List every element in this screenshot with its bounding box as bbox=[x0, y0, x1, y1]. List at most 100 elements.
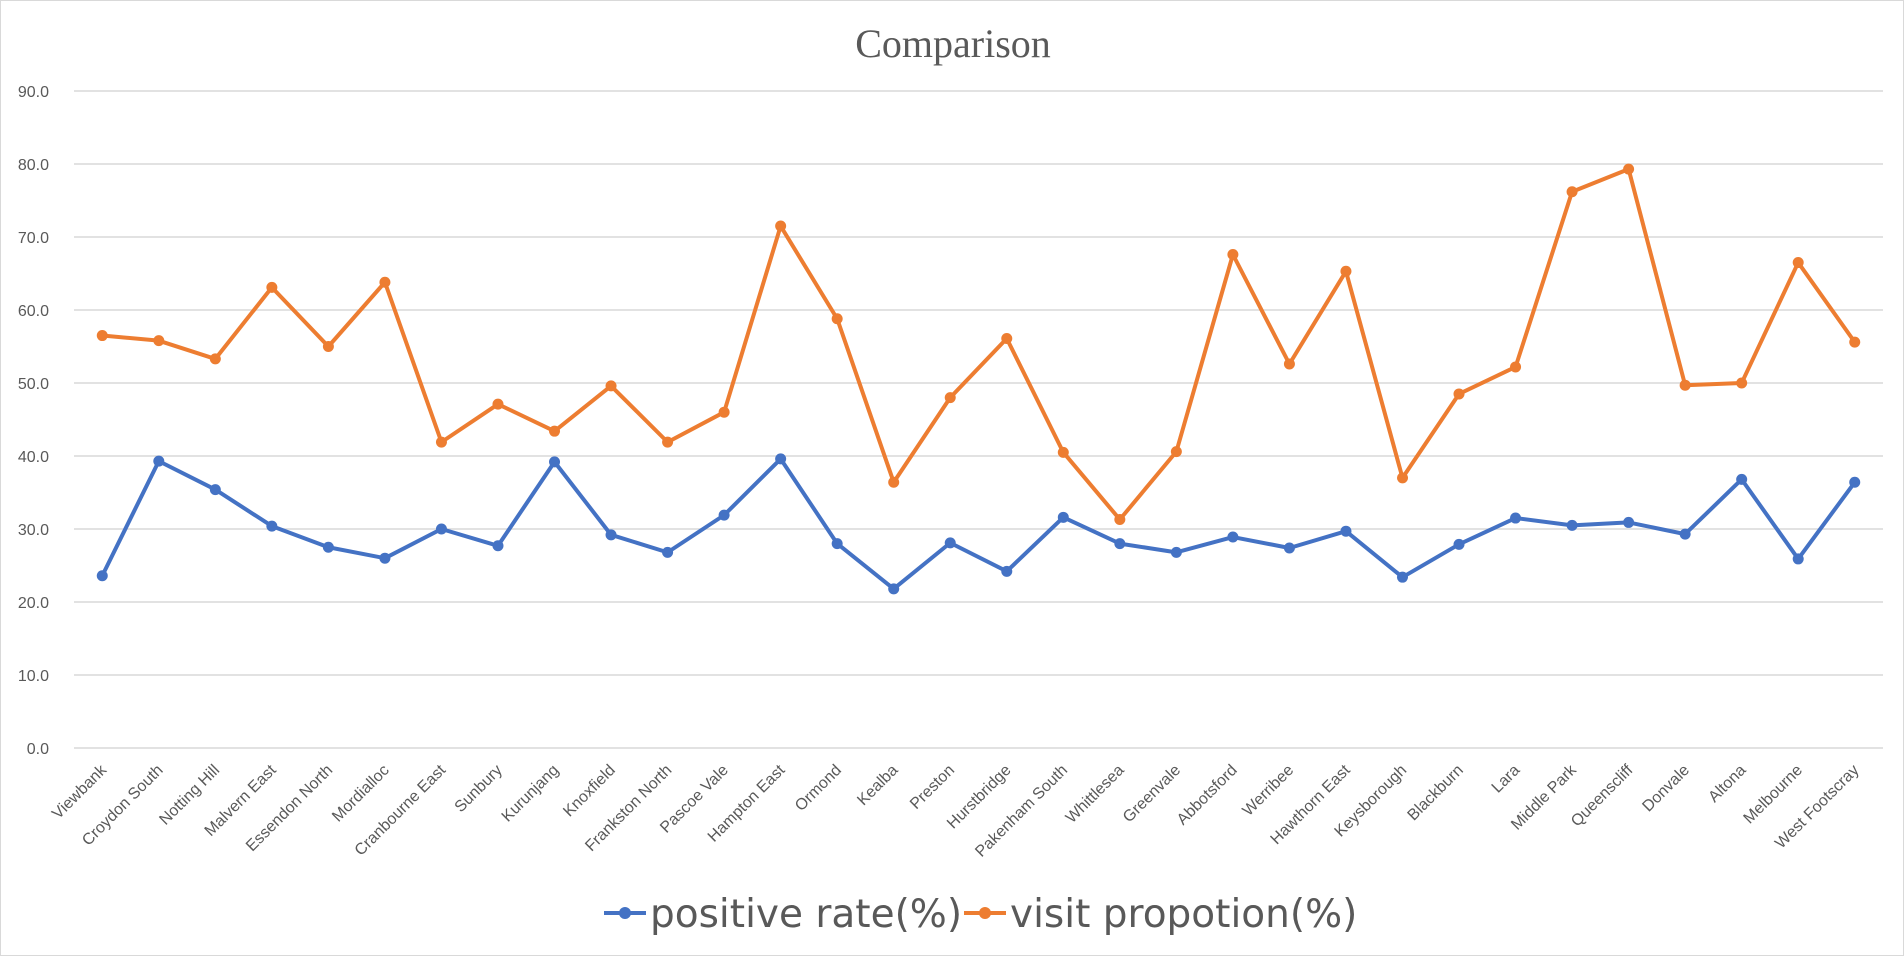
data-point bbox=[888, 583, 900, 595]
x-tick-label: Ormond bbox=[792, 762, 845, 815]
y-tick-label: 40.0 bbox=[18, 449, 49, 466]
x-tick-label: Viewbank bbox=[49, 761, 111, 823]
data-point bbox=[718, 509, 730, 521]
chart-title: Comparison bbox=[855, 21, 1051, 66]
data-point bbox=[492, 540, 504, 552]
data-point bbox=[831, 313, 843, 325]
data-point bbox=[209, 484, 221, 496]
y-tick-label: 10.0 bbox=[18, 668, 49, 685]
data-point bbox=[944, 392, 956, 404]
data-point bbox=[888, 476, 900, 488]
x-tick-label: Lara bbox=[1489, 762, 1524, 797]
data-point bbox=[1623, 163, 1635, 175]
data-point bbox=[549, 456, 561, 468]
data-point bbox=[1566, 186, 1578, 198]
x-tick-label: Werribee bbox=[1240, 762, 1298, 820]
data-point bbox=[775, 453, 787, 465]
data-point bbox=[1114, 514, 1126, 526]
x-tick-label: Preston bbox=[907, 762, 958, 813]
x-tick-label: Donvale bbox=[1639, 762, 1693, 816]
y-tick-label: 50.0 bbox=[18, 376, 49, 393]
x-tick-label: Knoxfield bbox=[560, 762, 619, 821]
y-tick-label: 70.0 bbox=[18, 230, 49, 247]
legend-item: positive rate(%) bbox=[604, 892, 962, 937]
data-point bbox=[266, 520, 278, 532]
data-point bbox=[492, 398, 504, 410]
x-tick-label: Altona bbox=[1705, 762, 1749, 806]
x-tick-label: Blackburn bbox=[1405, 762, 1467, 824]
data-point bbox=[1227, 249, 1239, 261]
y-tick-label: 0.0 bbox=[27, 741, 49, 758]
data-point bbox=[266, 281, 278, 293]
data-point bbox=[1227, 531, 1239, 543]
data-point bbox=[1283, 358, 1295, 370]
data-point bbox=[379, 552, 391, 564]
data-point bbox=[435, 436, 447, 448]
data-point bbox=[1510, 512, 1522, 524]
data-point bbox=[1453, 538, 1465, 550]
data-point bbox=[1340, 525, 1352, 537]
data-point bbox=[662, 436, 674, 448]
data-point bbox=[1679, 528, 1691, 540]
data-point bbox=[1057, 446, 1069, 458]
y-tick-label: 30.0 bbox=[18, 522, 49, 539]
data-point bbox=[1736, 473, 1748, 485]
x-tick-label: Abbotsford bbox=[1174, 762, 1241, 829]
data-point bbox=[944, 537, 956, 549]
data-point bbox=[1114, 538, 1126, 550]
x-tick-label: Whittlesea bbox=[1063, 762, 1128, 827]
data-point bbox=[153, 455, 165, 467]
data-point bbox=[379, 276, 391, 288]
data-point bbox=[1001, 565, 1013, 577]
data-point bbox=[1849, 476, 1861, 488]
data-point bbox=[605, 529, 617, 541]
data-point bbox=[1340, 265, 1352, 277]
legend-label: visit propotion(%) bbox=[1010, 892, 1357, 937]
legend-marker bbox=[619, 907, 631, 919]
data-point bbox=[1566, 519, 1578, 531]
x-tick-label: Kealba bbox=[854, 762, 901, 809]
x-tick-label: Queenscliff bbox=[1568, 761, 1637, 830]
data-point bbox=[209, 353, 221, 365]
data-point bbox=[1283, 542, 1295, 554]
data-point bbox=[322, 341, 334, 352]
data-point bbox=[1679, 379, 1691, 391]
data-point bbox=[96, 570, 108, 582]
data-point bbox=[1057, 511, 1069, 523]
legend-label: positive rate(%) bbox=[650, 892, 962, 937]
data-point bbox=[1623, 516, 1635, 528]
data-point bbox=[1453, 388, 1465, 400]
data-point bbox=[1170, 446, 1182, 458]
y-axis-ticks: 0.0 10.0 20.0 30.0 40.0 50.0 60.0 70.0 80.0 90.0 bbox=[18, 84, 49, 758]
y-tick-label: 80.0 bbox=[18, 157, 49, 174]
legend-item: visit propotion(%) bbox=[964, 892, 1357, 937]
x-tick-label: Sunbury bbox=[452, 762, 506, 816]
data-point bbox=[718, 406, 730, 418]
data-point bbox=[549, 425, 561, 437]
data-point bbox=[96, 330, 108, 342]
gridlines bbox=[74, 90, 1883, 749]
data-point bbox=[1736, 377, 1748, 389]
data-point bbox=[1849, 336, 1861, 348]
legend: positive rate(%) visit propotion(%) bbox=[604, 892, 1357, 937]
data-point bbox=[1396, 571, 1408, 583]
series-line bbox=[100, 456, 1857, 591]
y-tick-label: 20.0 bbox=[18, 595, 49, 612]
data-point bbox=[1510, 361, 1522, 373]
series-1 bbox=[96, 453, 1861, 595]
y-tick-label: 60.0 bbox=[18, 303, 49, 320]
data-point bbox=[1792, 257, 1804, 269]
data-point bbox=[1170, 546, 1182, 558]
data-point bbox=[662, 546, 674, 558]
data-point bbox=[1396, 472, 1408, 484]
data-point bbox=[1001, 332, 1013, 344]
data-point bbox=[435, 523, 447, 535]
x-tick-label: Kurunjang bbox=[499, 762, 563, 826]
data-point bbox=[831, 538, 843, 550]
data-point bbox=[605, 380, 617, 392]
data-point bbox=[322, 541, 334, 553]
series-2 bbox=[96, 163, 1861, 526]
